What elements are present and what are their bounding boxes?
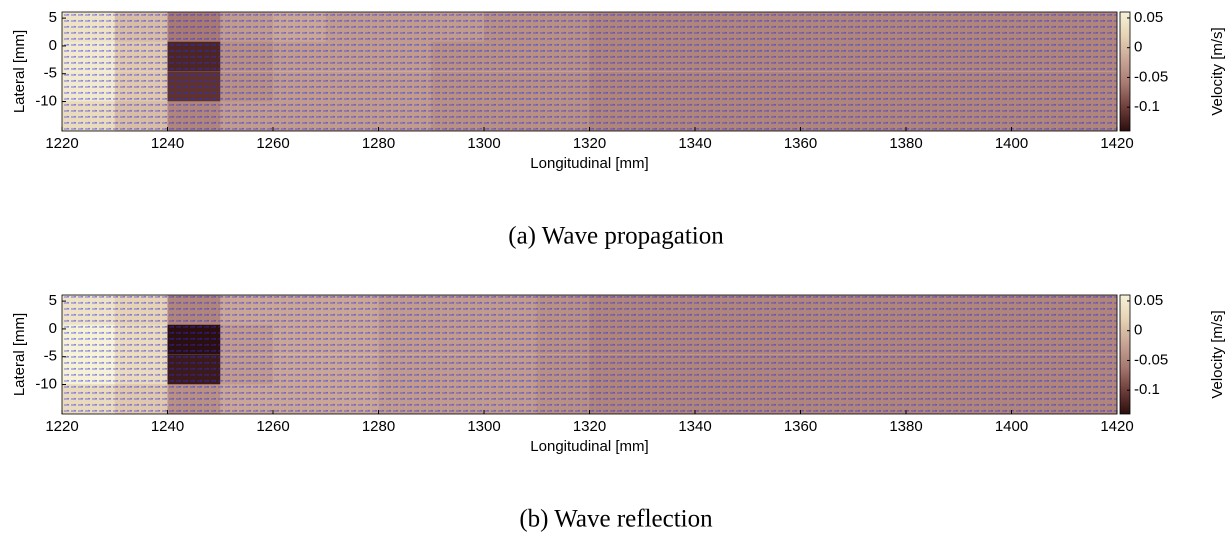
x-tick-label: 1420 — [1100, 135, 1133, 152]
x-tick-label: 1400 — [995, 418, 1028, 435]
x-tick-label: 1300 — [467, 418, 500, 435]
x-tick-label: 1400 — [995, 135, 1028, 152]
x-tick-label: 1260 — [256, 135, 289, 152]
x-tick-label: 1300 — [467, 135, 500, 152]
x-tick-label: 1280 — [362, 135, 395, 152]
colorbar-tick-label: 0 — [1134, 39, 1142, 56]
colorbar-tick-label: -0.1 — [1134, 381, 1160, 398]
vector-field — [62, 295, 1117, 414]
x-tick-label: 1240 — [151, 418, 184, 435]
colorbar-label: Velocity [m/s] — [1209, 27, 1226, 115]
x-axis-label: Longitudinal [mm] — [530, 155, 648, 172]
vector-field — [62, 12, 1117, 131]
x-tick-label: 1340 — [678, 135, 711, 152]
caption: (a) Wave propagation — [508, 223, 724, 250]
x-tick-label: 1360 — [784, 135, 817, 152]
x-tick-label: 1320 — [573, 135, 606, 152]
y-tick-label: 5 — [49, 292, 57, 309]
x-tick-label: 1380 — [889, 418, 922, 435]
y-axis-label: Lateral [mm] — [11, 30, 28, 113]
colorbar — [1119, 11, 1131, 132]
x-tick-label: 1240 — [151, 135, 184, 152]
y-tick-label: 0 — [49, 320, 57, 337]
y-tick-label: -10 — [35, 375, 57, 392]
y-tick-label: 5 — [49, 9, 57, 26]
x-tick-label: 1280 — [362, 418, 395, 435]
x-tick-label: 1420 — [1100, 418, 1133, 435]
colorbar-label: Velocity [m/s] — [1209, 310, 1226, 398]
x-tick-label: 1360 — [784, 418, 817, 435]
colorbar-tick-label: 0.05 — [1134, 9, 1163, 26]
x-axis-label: Longitudinal [mm] — [530, 438, 648, 455]
caption: (b) Wave reflection — [519, 506, 713, 533]
colorbar — [1119, 294, 1131, 415]
x-tick-label: 1340 — [678, 418, 711, 435]
y-tick-label: -5 — [44, 65, 57, 82]
y-axis-label: Lateral [mm] — [11, 313, 28, 396]
x-tick-label: 1260 — [256, 418, 289, 435]
colorbar-tick-label: 0.05 — [1134, 292, 1163, 309]
y-tick-label: -10 — [35, 92, 57, 109]
y-tick-label: 0 — [49, 37, 57, 54]
x-tick-label: 1220 — [45, 135, 78, 152]
colorbar-tick-label: -0.1 — [1134, 98, 1160, 115]
x-tick-label: 1380 — [889, 135, 922, 152]
colorbar-tick-label: 0 — [1134, 322, 1142, 339]
x-tick-label: 1320 — [573, 418, 606, 435]
colorbar-tick-label: -0.05 — [1134, 351, 1168, 368]
colorbar-tick-label: -0.05 — [1134, 68, 1168, 85]
y-tick-label: -5 — [44, 348, 57, 365]
x-tick-label: 1220 — [45, 418, 78, 435]
